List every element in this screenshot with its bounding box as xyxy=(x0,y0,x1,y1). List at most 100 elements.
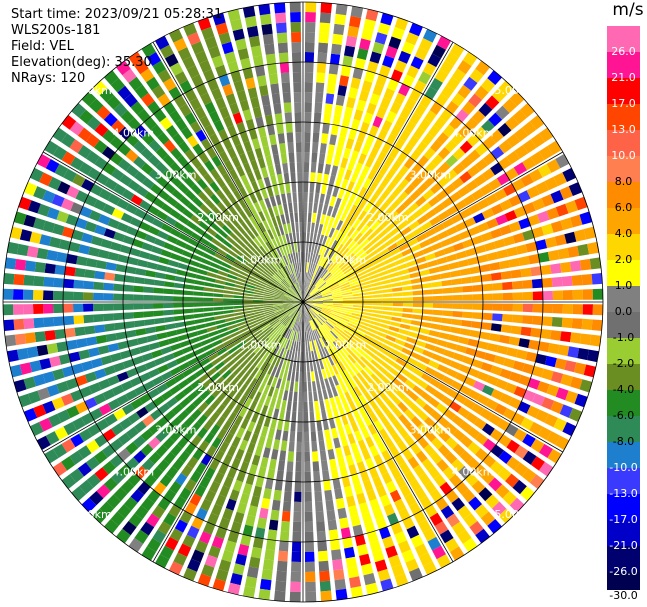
ray-gate xyxy=(471,321,482,329)
ray-gate xyxy=(162,168,175,181)
ray-gate xyxy=(376,351,387,361)
ray-gate xyxy=(267,165,275,177)
ray-gate xyxy=(248,389,257,400)
ray-gate xyxy=(37,203,51,217)
ray-gate xyxy=(371,286,382,291)
ray-gate xyxy=(269,134,277,146)
ray-gate xyxy=(206,271,218,278)
ray-gate xyxy=(323,335,330,346)
ray-gate xyxy=(277,204,284,215)
ray-gate xyxy=(296,162,302,173)
ray-gate xyxy=(382,298,393,302)
ray-gate xyxy=(327,519,338,531)
ray-gate xyxy=(286,276,293,286)
ray-gate xyxy=(284,294,294,299)
ray-gate xyxy=(245,514,256,527)
ray-gate xyxy=(254,527,266,539)
ray-gate xyxy=(283,203,289,214)
ray-gate xyxy=(467,164,480,178)
ray-gate xyxy=(276,247,283,258)
ray-gate xyxy=(538,127,554,143)
ray-gate xyxy=(307,310,312,321)
ray-gate xyxy=(225,253,236,262)
ray-gate xyxy=(304,521,314,532)
ray-gate xyxy=(461,320,472,328)
ray-gate xyxy=(368,249,379,258)
ray-gate xyxy=(375,517,388,530)
ray-gate xyxy=(485,398,499,411)
ray-gate xyxy=(397,191,409,203)
ray-gate xyxy=(401,549,415,563)
ray-gate xyxy=(228,388,238,399)
ray-gate xyxy=(163,316,175,323)
ray-gate xyxy=(231,436,241,448)
ray-gate xyxy=(198,221,210,231)
ray-gate xyxy=(298,321,301,332)
ray-gate xyxy=(353,207,363,218)
ray-gate xyxy=(164,274,176,281)
ray-gate xyxy=(310,162,317,173)
ray-gate xyxy=(253,304,264,307)
ray-gate xyxy=(39,234,52,246)
ray-gate xyxy=(467,256,479,266)
ray-gate xyxy=(191,254,203,262)
ray-gate xyxy=(399,106,412,120)
colorbar-tick-label: 10.0 xyxy=(611,149,636,162)
ray-gate xyxy=(280,256,287,267)
ray-gate xyxy=(318,327,325,337)
ray-gate xyxy=(128,51,144,67)
ray-gate xyxy=(263,416,271,428)
range-ring-label: 1.00km xyxy=(240,338,282,351)
ray-gate xyxy=(73,291,84,301)
ray-gate xyxy=(337,320,348,327)
ray-gate xyxy=(192,396,204,408)
ray-gate xyxy=(182,56,196,70)
ray-gate xyxy=(104,413,118,426)
ray-gate xyxy=(370,281,382,287)
ray-gate xyxy=(398,427,409,439)
ray-gate xyxy=(419,269,430,277)
ray-gate xyxy=(341,359,350,369)
ray-gate xyxy=(306,361,310,372)
ray-gate xyxy=(242,67,254,80)
ray-gate xyxy=(321,347,327,358)
ray-gate xyxy=(428,359,440,369)
colorbar-unit: m/s xyxy=(612,0,644,20)
ray-gate xyxy=(242,483,253,495)
ray-gate xyxy=(287,223,292,234)
ray-gate xyxy=(236,121,246,134)
ray-gate xyxy=(310,172,316,183)
ray-gate xyxy=(135,328,147,336)
ray-gate xyxy=(311,351,315,362)
range-ring-label: 2.00km xyxy=(367,211,409,224)
ray-gate xyxy=(377,327,389,334)
ray-gate xyxy=(63,315,75,326)
ray-gate xyxy=(325,93,335,105)
ray-gate xyxy=(315,92,324,103)
ray-gate xyxy=(508,258,520,268)
ray-gate xyxy=(56,210,69,223)
ray-gate xyxy=(86,116,101,131)
ray-gate xyxy=(252,329,263,337)
ray-gate xyxy=(360,318,371,324)
ray-gate xyxy=(265,478,274,490)
ray-gate xyxy=(265,241,273,252)
ray-gate xyxy=(312,298,323,301)
ray-gate xyxy=(361,563,374,576)
ray-gate xyxy=(592,288,603,300)
ray-gate xyxy=(158,256,170,265)
ray-gate xyxy=(473,417,487,430)
ray-gate xyxy=(264,395,272,407)
ray-gate xyxy=(290,12,301,23)
ray-gate xyxy=(204,282,215,288)
ray-gate xyxy=(537,163,552,178)
ray-gate xyxy=(273,305,284,308)
ray-gate xyxy=(313,300,323,302)
ray-gate xyxy=(424,343,436,352)
ray-gate xyxy=(303,252,306,262)
ray-gate xyxy=(239,326,250,334)
ray-gate xyxy=(480,78,496,93)
ray-gate xyxy=(213,306,224,311)
ray-gate xyxy=(301,262,303,272)
ray-gate xyxy=(518,217,531,230)
